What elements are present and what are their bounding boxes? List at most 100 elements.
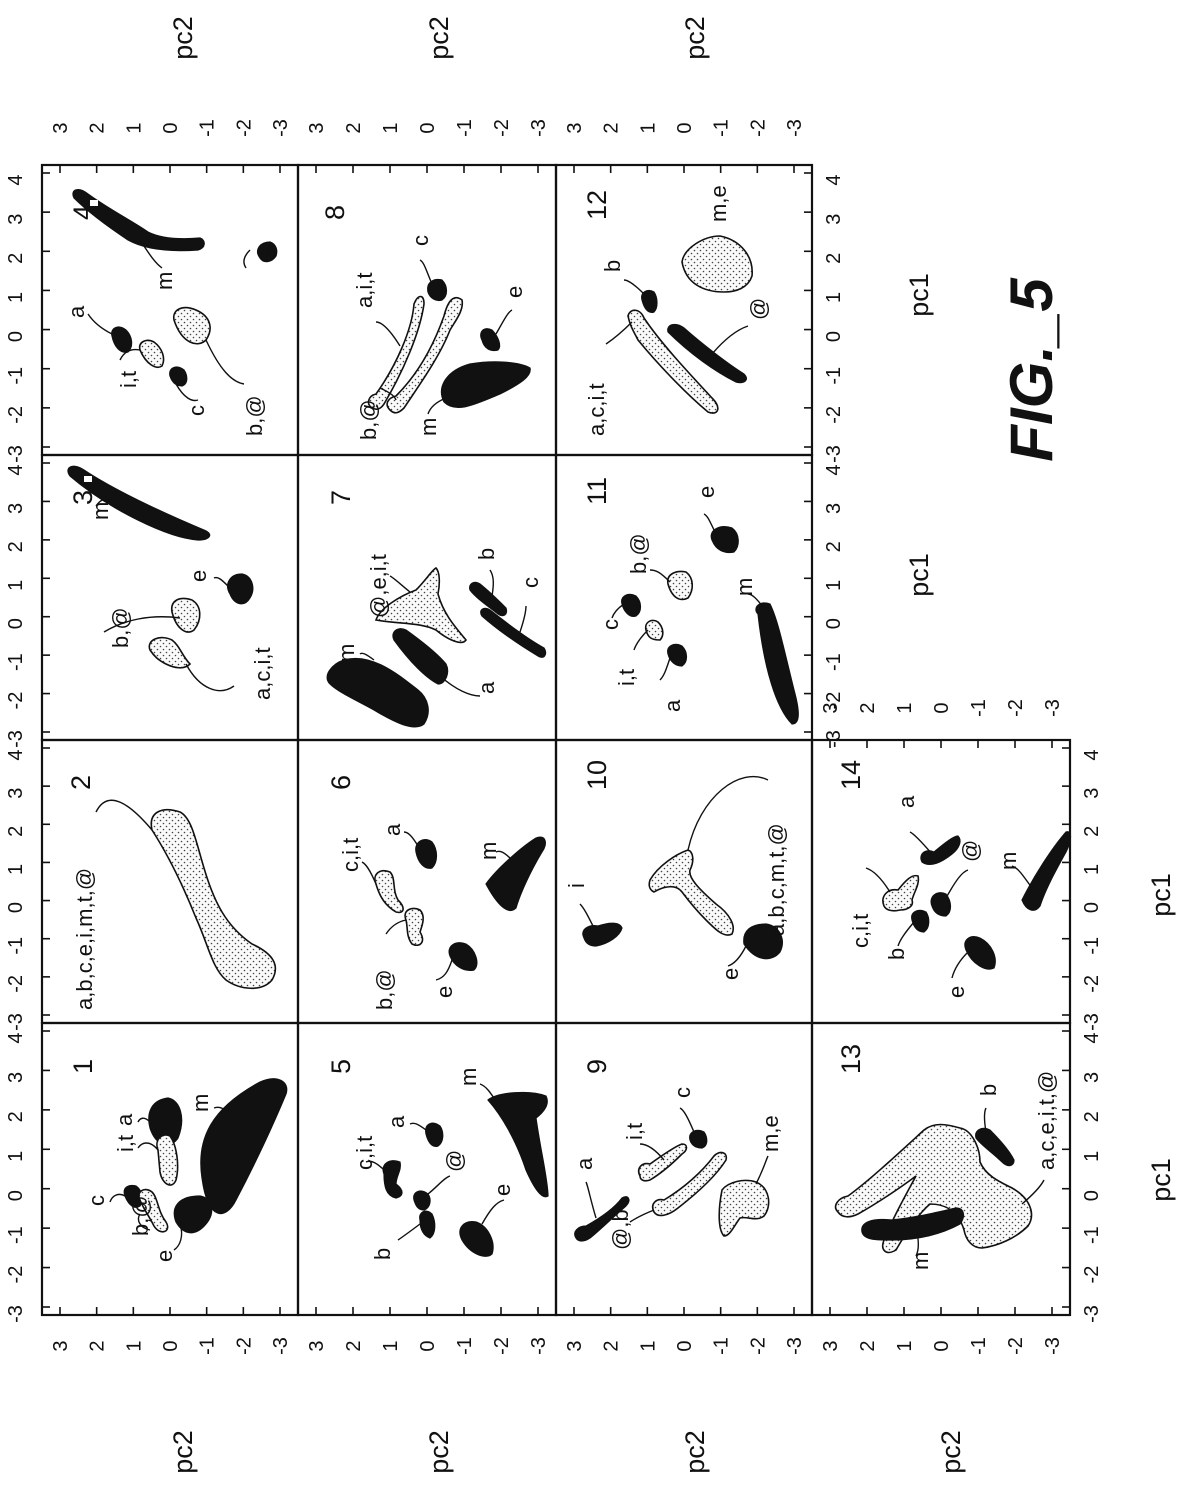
pc1-tick-label: 1 <box>5 580 27 591</box>
label-b-at: b,@ <box>108 607 133 648</box>
pc1-tick-label: -2 <box>1081 1266 1103 1284</box>
leader-b <box>397 1223 421 1241</box>
panel-number: 8 <box>320 205 350 220</box>
leader-e <box>495 309 513 335</box>
ylabel-right-row3: pc2 <box>680 16 710 60</box>
cluster-b-at <box>386 296 464 414</box>
label-all: a,b,c,e,i,m,t,@ <box>72 868 97 1010</box>
cluster-a-c-i-t <box>148 636 192 669</box>
label-b-at: b,@ <box>626 533 651 574</box>
pc2-tick-label: 1 <box>380 1340 402 1351</box>
pc2-tick-label: -1 <box>197 1337 219 1355</box>
pc1-tick-label: 3 <box>823 214 845 225</box>
label-e: e <box>432 986 457 998</box>
leader-a <box>137 1117 151 1123</box>
pc2-tick-label: 0 <box>931 1340 953 1351</box>
label-a-c-i-t: a,c,i,t <box>584 383 609 436</box>
xlabel-col2: pc1 <box>1146 873 1176 917</box>
panel-7: 7 m @,e,i,t a b c <box>326 490 547 728</box>
pc1-tick-label: 0 <box>823 618 845 629</box>
label-b: b <box>976 1084 1001 1096</box>
label-c-i-t: c,i,t <box>848 914 873 948</box>
pc1-tick-label: 4 <box>5 464 27 475</box>
panel-8: 8 a,i,t c e b,@ m <box>320 205 531 440</box>
pc1-tick-label: -2 <box>5 692 27 710</box>
cluster-e <box>964 936 996 970</box>
pc1-tick-label: -3 <box>1081 1013 1103 1031</box>
label-b-at: b,@ <box>242 395 267 436</box>
cluster-a <box>574 1196 630 1242</box>
label-a-c-i-t: a,c,i,t <box>250 647 275 700</box>
leader-b-at <box>649 569 671 583</box>
label-i: i <box>564 883 589 888</box>
cluster-c-i-t <box>882 874 920 912</box>
cluster-b-at <box>404 907 424 947</box>
pc2-tick-label: -1 <box>454 119 476 137</box>
cluster-b-at <box>172 306 211 345</box>
leader-a <box>585 1181 597 1219</box>
leader-a <box>87 313 113 335</box>
panel-12: 12 b m,e a,c,i,t @ <box>582 185 771 436</box>
leader-b <box>983 1107 987 1133</box>
cluster-e <box>257 241 278 263</box>
figure-label: FIG._5 <box>998 277 1065 462</box>
pc2-tick-label: 1 <box>637 1340 659 1351</box>
pc1-tick-label: -3 <box>5 1013 27 1031</box>
pc1-tick-label: 0 <box>823 331 845 342</box>
label-i-t: i,t <box>622 1123 647 1140</box>
leader-at <box>711 325 749 355</box>
cluster-m-e <box>681 235 753 293</box>
label-c: c <box>184 405 209 416</box>
label-a: a <box>572 1157 597 1170</box>
pc2-tick-label: 2 <box>601 1340 623 1351</box>
pc2-tick-label: -1 <box>197 119 219 137</box>
label-a: a <box>660 699 685 712</box>
ylabel-left-row2: pc2 <box>424 1430 454 1474</box>
pc2-tick-label: -2 <box>1005 1337 1027 1355</box>
pc1-tick-label: 4 <box>5 749 27 760</box>
label-e: e <box>250 246 275 258</box>
label-at: @ <box>958 840 983 862</box>
cluster-c <box>427 278 448 302</box>
pc2-tick-label: -3 <box>528 1337 550 1355</box>
pc1-tick-label: 4 <box>5 1032 27 1043</box>
pc2-tick-label: 2 <box>601 122 623 133</box>
label-e: e <box>502 286 527 298</box>
label-a: a <box>64 305 89 318</box>
panel-11: 11 c b,@ i,t a m e <box>582 477 799 725</box>
panel-3: 3 m e b,@ a,c,i,t <box>67 465 275 700</box>
pc2-tick-label: 2 <box>87 122 109 133</box>
pc2-tick-label: -2 <box>491 119 513 137</box>
label-b-at: b,@ <box>356 399 381 440</box>
pc2-tick-label: -2 <box>747 1337 769 1355</box>
label-at: @ <box>746 298 771 320</box>
label-at-b: @,b <box>608 1209 633 1250</box>
leader-c <box>175 383 199 402</box>
cluster-at-b <box>651 1151 728 1217</box>
leader-m <box>495 850 513 861</box>
pc1-tick-label: 4 <box>823 464 845 475</box>
pc1-tick-label: 2 <box>5 826 27 837</box>
label-c: c <box>598 619 623 630</box>
label-a: a <box>112 1113 137 1126</box>
pc1-tick-label: 4 <box>5 174 27 185</box>
label-b-at: b,@ <box>372 969 397 1010</box>
leader-at-e-i-t <box>389 575 411 593</box>
leader-m <box>359 652 375 661</box>
ylabel-left-row1: pc2 <box>168 1430 198 1474</box>
pc1-tick-label: 1 <box>5 1151 27 1162</box>
pc1-tick-label: 4 <box>823 174 845 185</box>
pc1-tick-label: -2 <box>823 692 845 710</box>
axis-labels: pc2 pc2 pc2 pc2 pc2 pc2 pc2 pc1 pc1 pc1 … <box>168 16 1176 1474</box>
label-m-e: m,e <box>758 1115 783 1152</box>
leader-e <box>243 249 251 269</box>
pc2-tick-label: -1 <box>711 1337 733 1355</box>
pc1-tick-label: -1 <box>5 653 27 671</box>
pc1-tick-label: 0 <box>5 618 27 629</box>
pc2-tick-label: 1 <box>123 122 145 133</box>
cluster-m <box>755 602 799 725</box>
leader-m <box>479 1083 499 1105</box>
panel-14: 14 a @ c,i,t b e m <box>836 760 1072 998</box>
pc1-tick-label: -1 <box>823 367 845 385</box>
pc1-tick-label: 3 <box>5 214 27 225</box>
